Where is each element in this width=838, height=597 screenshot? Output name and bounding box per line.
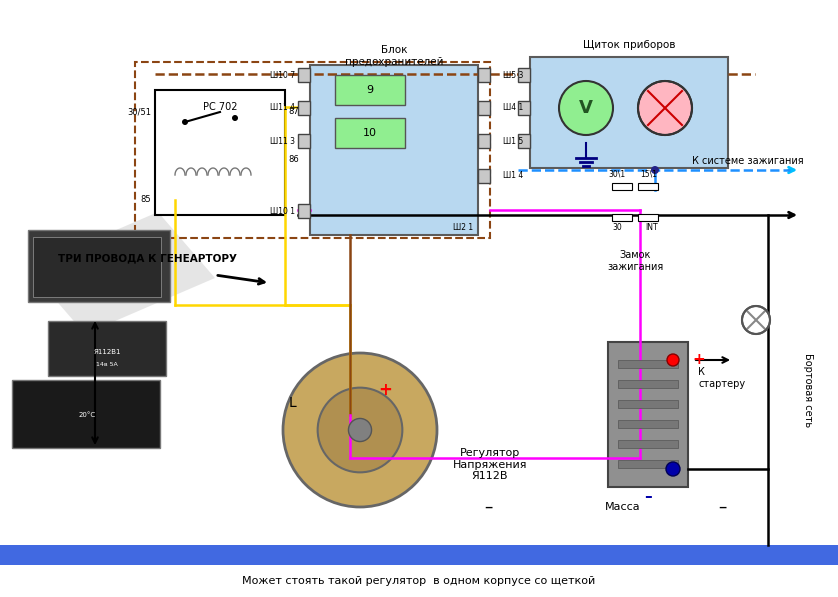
Circle shape [651, 166, 659, 174]
Text: INT: INT [646, 223, 659, 232]
Text: 30\1: 30\1 [608, 170, 625, 179]
Bar [618, 420, 678, 428]
Text: 10: 10 [363, 128, 377, 138]
Circle shape [182, 119, 188, 125]
Text: Ш11 3: Ш11 3 [270, 137, 295, 146]
Text: Бортовая сеть: Бортовая сеть [803, 353, 813, 427]
Bar [335, 118, 405, 148]
Bar [618, 360, 678, 368]
Bar [335, 75, 405, 105]
Text: К системе зажигания: К системе зажигания [692, 156, 804, 166]
Bar [618, 400, 678, 408]
Text: 85: 85 [141, 195, 151, 205]
Bar [298, 101, 310, 115]
Text: Ш11 4: Ш11 4 [270, 103, 295, 112]
Bar [638, 214, 658, 221]
Bar [478, 68, 490, 82]
Circle shape [559, 81, 613, 135]
Bar [618, 380, 678, 388]
Bar [298, 204, 310, 218]
Bar [33, 237, 161, 297]
Circle shape [638, 81, 692, 135]
Bar [518, 68, 530, 82]
Bar [618, 440, 678, 448]
Bar [12, 380, 160, 448]
Circle shape [742, 306, 770, 334]
Text: Ш5 3: Ш5 3 [503, 70, 524, 79]
Bar [608, 342, 688, 487]
Text: –: – [644, 490, 652, 504]
Text: V: V [579, 99, 593, 117]
Text: Масса: Масса [605, 502, 641, 512]
Text: Я112В1: Я112В1 [93, 349, 121, 355]
Text: К
стартеру: К стартеру [698, 367, 745, 389]
Text: Регулятор
Напряжения
Я112В: Регулятор Напряжения Я112В [453, 448, 527, 481]
Text: +: + [692, 352, 705, 368]
Text: L: L [288, 396, 296, 410]
Bar [298, 68, 310, 82]
Polygon shape [28, 212, 215, 334]
Bar [612, 214, 632, 221]
Text: 20°C: 20°C [79, 412, 96, 418]
Bar [638, 183, 658, 190]
Text: 9: 9 [366, 85, 374, 95]
Bar [28, 230, 170, 302]
Bar [48, 321, 166, 376]
Circle shape [232, 115, 238, 121]
Text: –: – [484, 498, 492, 516]
Bar [478, 169, 490, 183]
Circle shape [283, 353, 437, 507]
Circle shape [666, 462, 680, 476]
Bar [618, 460, 678, 468]
Bar [135, 62, 490, 238]
Text: 87: 87 [288, 107, 299, 116]
Text: РС 702: РС 702 [203, 102, 237, 112]
Bar [478, 101, 490, 115]
Circle shape [667, 354, 679, 366]
Text: 86: 86 [288, 155, 299, 165]
Text: 15\1: 15\1 [640, 170, 658, 179]
Text: +: + [378, 381, 392, 399]
Text: Блок
предохранителей: Блок предохранителей [344, 45, 443, 67]
Text: Ш1 5: Ш1 5 [503, 137, 523, 146]
Bar [0, 545, 838, 565]
Text: –: – [718, 498, 727, 516]
Text: Ш10 7: Ш10 7 [270, 70, 295, 79]
Text: 14в 5А: 14в 5А [96, 362, 118, 368]
Text: ТРИ ПРОВОДА К ГЕНЕАРТОРУ: ТРИ ПРОВОДА К ГЕНЕАРТОРУ [58, 253, 237, 263]
Bar [612, 183, 632, 190]
Text: Ш1 4: Ш1 4 [503, 171, 523, 180]
Circle shape [318, 387, 402, 472]
Text: Щиток приборов: Щиток приборов [582, 40, 675, 50]
Bar [530, 57, 728, 168]
Bar [298, 134, 310, 148]
Bar [155, 90, 285, 215]
Text: Ш2 1: Ш2 1 [453, 223, 473, 232]
Bar [310, 65, 478, 235]
Bar [518, 134, 530, 148]
Text: Ш4 1: Ш4 1 [503, 103, 523, 112]
Circle shape [349, 418, 371, 442]
Text: Ш10 1: Ш10 1 [270, 207, 295, 216]
Text: Замок
зажигания: Замок зажигания [607, 250, 663, 272]
Text: 30/51: 30/51 [127, 107, 151, 116]
Bar [518, 101, 530, 115]
Text: 30: 30 [612, 223, 622, 232]
Text: Может стоять такой регулятор  в одном корпусе со щеткой: Может стоять такой регулятор в одном кор… [242, 576, 596, 586]
Bar [478, 134, 490, 148]
